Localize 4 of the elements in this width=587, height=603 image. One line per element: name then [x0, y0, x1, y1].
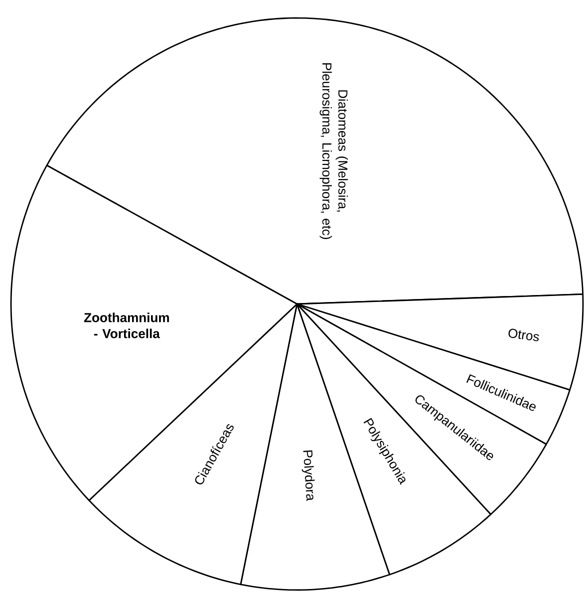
slice-label: Polydora	[302, 450, 315, 502]
slice-label: Diatomeas (Melosira, Pleurosigma, Licmophora, etc)	[320, 63, 348, 240]
slice-label: Zoothamnium - Vorticella	[84, 312, 169, 338]
slice-label: Otros	[508, 328, 539, 342]
